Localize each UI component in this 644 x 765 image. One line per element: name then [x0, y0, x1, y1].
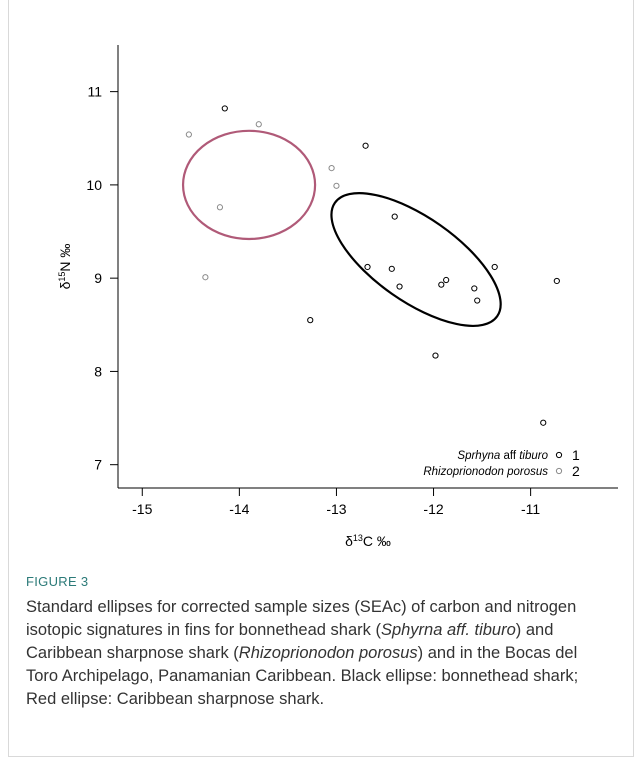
legend: Sprhyna aff tiburo 1 Rhizoprionodon porosu…: [423, 447, 580, 479]
ellipse-series-2: [181, 129, 317, 241]
caption-text-2: ) and Caribbean sharpnose shark (: [26, 621, 554, 662]
data-points: [185, 105, 560, 426]
legend-number: 1: [572, 447, 580, 463]
point-series-1: [364, 263, 371, 271]
x-tick-label: -11: [521, 501, 540, 517]
point-series-1: [362, 142, 369, 149]
legend-number: 2: [572, 463, 580, 479]
point-series-1: [474, 297, 481, 304]
y-tick-label: 11: [87, 84, 102, 100]
point-series-2: [255, 121, 262, 128]
caption-text-3: ) and in the Bocas del Toro Archipelago,…: [26, 644, 579, 708]
point-series-2: [216, 204, 224, 211]
axes: -15 -14 -13 -12 -11 7 8 9 10 11: [86, 45, 618, 517]
y-axis-label: δ15N ‰: [57, 244, 73, 290]
point-series-1: [553, 277, 560, 285]
point-series-2: [185, 131, 192, 138]
caption-text-1: Standard ellipses for corrected sample s…: [26, 598, 577, 639]
point-series-1: [432, 352, 439, 359]
y-tick-label: 9: [94, 270, 102, 286]
point-series-1: [396, 283, 403, 290]
point-series-1: [391, 213, 398, 220]
point-series-1: [540, 419, 547, 426]
x-tick-label: -14: [229, 501, 249, 517]
figure-label: FIGURE 3: [26, 574, 89, 589]
figure-frame: [8, 0, 634, 757]
point-series-1: [388, 265, 395, 272]
legend-label: Rhizoprionodon porosus: [423, 466, 548, 478]
ellipses: [181, 129, 502, 327]
y-tick-label: 8: [94, 363, 102, 379]
point-series-1: [221, 105, 228, 112]
y-tick-label: 10: [86, 177, 102, 193]
y-tick-label: 7: [94, 457, 102, 473]
scatter-chart: -15 -14 -13 -12 -11 7 8 9 10 11 Sprhyna aff tibur…: [57, 45, 618, 549]
figure-caption: Standard ellipses for corrected sample s…: [26, 596, 612, 711]
point-series-1: [491, 263, 498, 271]
point-series-1: [471, 285, 478, 292]
point-series-1: [438, 281, 445, 288]
x-tick-label: -12: [423, 501, 443, 517]
caption-species-1: Sphyrna aff. tiburo: [380, 621, 516, 639]
x-axis-label: δ13C ‰: [345, 533, 391, 549]
legend-label: Sprhyna aff tiburo: [457, 450, 548, 462]
legend-marker: [555, 451, 563, 459]
x-tick-label: -15: [132, 501, 152, 517]
point-series-1: [307, 317, 314, 324]
legend-marker: [555, 467, 563, 475]
point-series-1: [443, 276, 450, 284]
point-series-2: [202, 274, 209, 281]
point-series-2: [333, 182, 340, 189]
caption-species-2: Rhizoprionodon porosus: [238, 644, 418, 662]
ellipse-series-1: [330, 192, 502, 327]
point-series-2: [328, 165, 335, 172]
x-tick-label: -13: [326, 501, 346, 517]
